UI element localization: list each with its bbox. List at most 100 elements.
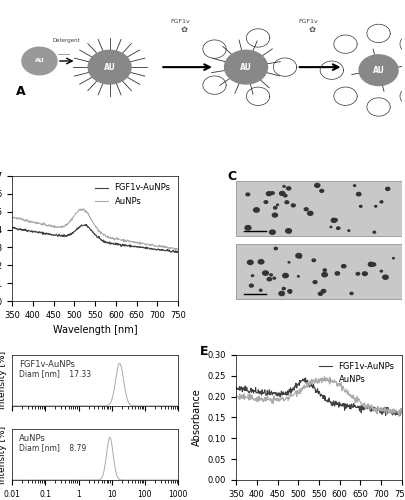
Circle shape (358, 206, 361, 207)
Circle shape (382, 275, 387, 280)
AuNPs (395, 414, 400, 420)
Circle shape (297, 276, 298, 277)
FGF1v-AuNPs (130, 244, 134, 250)
Line: FGF1v-AuNPs: FGF1v-AuNPs (235, 378, 401, 416)
Circle shape (258, 260, 263, 264)
Text: Diam [nm]    8.79: Diam [nm] 8.79 (19, 443, 86, 452)
Circle shape (245, 193, 249, 196)
Circle shape (247, 260, 252, 264)
Circle shape (320, 290, 325, 293)
Circle shape (298, 256, 300, 258)
AuNPs (337, 383, 342, 389)
Text: ✿: ✿ (180, 24, 187, 34)
AuNPs (298, 388, 303, 394)
AuNPs (287, 391, 292, 397)
Circle shape (349, 292, 352, 294)
Text: ~: ~ (60, 52, 66, 58)
Circle shape (314, 184, 319, 188)
Circle shape (311, 259, 315, 262)
AuNPs (81, 206, 85, 212)
Circle shape (321, 272, 326, 277)
Circle shape (288, 291, 291, 293)
FGF1v-AuNPs (64, 234, 68, 239)
Circle shape (291, 204, 294, 207)
AuNPs (130, 238, 134, 244)
Circle shape (386, 188, 388, 189)
Circle shape (22, 47, 57, 75)
Circle shape (272, 213, 277, 217)
FancyBboxPatch shape (235, 244, 401, 298)
Circle shape (379, 270, 382, 272)
Circle shape (307, 212, 312, 216)
Circle shape (269, 274, 272, 276)
Circle shape (272, 277, 275, 279)
AuNPs (233, 394, 238, 400)
Text: AuNPs: AuNPs (19, 434, 46, 443)
Text: Diam [nm]    17.33: Diam [nm] 17.33 (19, 369, 91, 378)
Circle shape (270, 192, 273, 194)
Circle shape (392, 258, 393, 259)
AuNPs (130, 238, 135, 244)
AuNPs (253, 395, 258, 401)
AuNPs (322, 374, 326, 380)
Circle shape (269, 230, 275, 234)
Circle shape (284, 201, 288, 203)
Y-axis label: Intensity [%]: Intensity [%] (0, 426, 6, 484)
Circle shape (335, 272, 339, 275)
Circle shape (330, 218, 336, 222)
Circle shape (276, 204, 278, 206)
FGF1v-AuNPs (30, 228, 34, 234)
Circle shape (347, 230, 349, 232)
FGF1v-AuNPs (114, 240, 119, 246)
Legend: FGF1v-AuNPs, AuNPs: FGF1v-AuNPs, AuNPs (92, 180, 173, 209)
Circle shape (279, 192, 284, 196)
Text: ✿: ✿ (308, 24, 315, 34)
Circle shape (262, 271, 268, 275)
Circle shape (322, 269, 326, 272)
Circle shape (341, 264, 345, 268)
Text: ~: ~ (56, 52, 62, 58)
Circle shape (266, 278, 271, 281)
FGF1v-AuNPs (84, 222, 89, 228)
AuNPs (353, 395, 358, 401)
Circle shape (379, 201, 382, 203)
FGF1v-AuNPs (298, 378, 303, 384)
Circle shape (251, 275, 253, 276)
Circle shape (287, 290, 291, 292)
Circle shape (333, 219, 337, 221)
Legend: FGF1v-AuNPs, AuNPs: FGF1v-AuNPs, AuNPs (315, 359, 397, 388)
AuNPs (114, 236, 119, 242)
FGF1v-AuNPs (233, 384, 238, 390)
Circle shape (286, 187, 290, 190)
FGF1v-AuNPs (337, 401, 342, 407)
Text: A: A (16, 86, 26, 98)
AuNPs (354, 394, 358, 400)
Circle shape (282, 274, 288, 278)
Line: AuNPs: AuNPs (12, 208, 178, 250)
Text: C: C (227, 170, 237, 182)
Text: FGF1v: FGF1v (298, 19, 318, 24)
Circle shape (274, 248, 277, 250)
Circle shape (355, 272, 359, 275)
AuNPs (175, 246, 180, 252)
Circle shape (374, 206, 376, 207)
AuNPs (75, 208, 80, 214)
FGF1v-AuNPs (130, 244, 135, 250)
Circle shape (372, 232, 375, 233)
Text: AU: AU (239, 62, 252, 72)
FGF1v-AuNPs (353, 404, 358, 410)
Circle shape (88, 50, 131, 84)
FGF1v-AuNPs (174, 250, 179, 256)
FGF1v-AuNPs (399, 408, 403, 414)
Circle shape (295, 254, 301, 258)
FGF1v-AuNPs (75, 226, 80, 232)
FGF1v-AuNPs (396, 412, 401, 418)
Y-axis label: Absorbance: Absorbance (192, 388, 202, 446)
Circle shape (367, 262, 373, 266)
Circle shape (353, 185, 355, 186)
FGF1v-AuNPs (302, 375, 307, 381)
FancyBboxPatch shape (235, 181, 401, 236)
Text: ~: ~ (64, 52, 70, 58)
Text: AU: AU (34, 58, 44, 64)
AuNPs (10, 215, 15, 221)
